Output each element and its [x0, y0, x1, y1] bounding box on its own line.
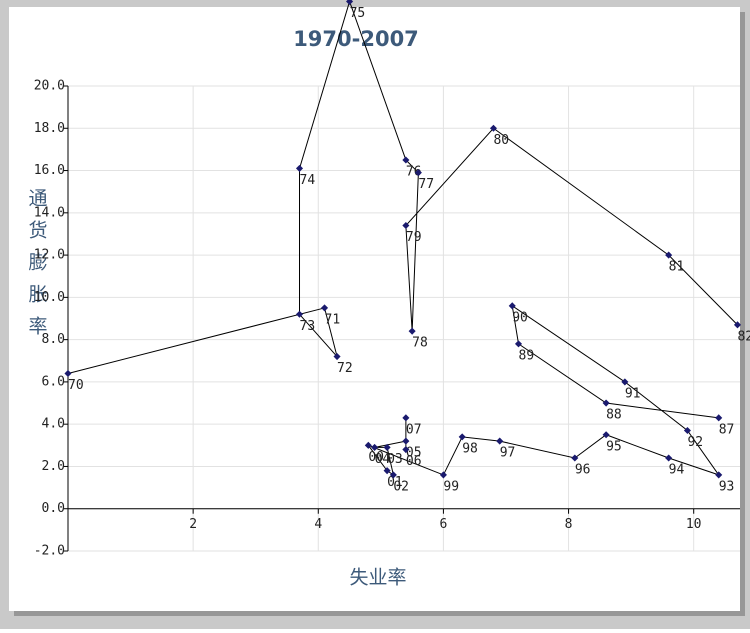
point — [402, 446, 410, 454]
point-label: 74 — [300, 173, 316, 188]
point-label: 73 — [300, 319, 316, 334]
point — [665, 251, 673, 259]
point — [408, 327, 416, 335]
point-label: 91 — [625, 386, 641, 401]
point — [333, 353, 341, 361]
point-label: 82 — [737, 329, 750, 344]
x-tick-label: 6 — [440, 517, 448, 532]
point-label: 80 — [493, 133, 509, 148]
y-axis-label-char: 膨 — [28, 252, 47, 274]
point — [389, 471, 397, 479]
point — [295, 164, 304, 172]
point — [733, 321, 742, 329]
y-axis-label-char: 通 — [28, 188, 47, 210]
point-label: 03 — [387, 452, 403, 467]
y-tick-label: 0.0 — [42, 501, 65, 516]
point — [621, 378, 629, 386]
point — [414, 169, 422, 177]
point-label: 05 — [406, 446, 422, 461]
point-label: 97 — [500, 446, 516, 461]
point — [514, 340, 523, 348]
point-label: 01 — [387, 475, 403, 490]
y-axis-label-char: 率 — [28, 316, 47, 338]
x-tick-label: 4 — [314, 517, 322, 532]
point — [346, 0, 354, 5]
y-tick-label: 8.0 — [42, 332, 65, 347]
point-label: 79 — [406, 230, 422, 245]
point-label: 99 — [443, 479, 459, 494]
x-tick-label: 8 — [565, 517, 573, 532]
point — [496, 437, 504, 445]
point-label: 90 — [512, 310, 528, 325]
point — [402, 156, 410, 164]
point-label: 71 — [325, 312, 341, 327]
y-axis-label-char: 货 — [28, 220, 47, 242]
point-label: 88 — [606, 408, 622, 423]
point — [295, 310, 304, 318]
y-tick-label: 6.0 — [42, 374, 65, 389]
point — [665, 454, 673, 462]
plot-area — [68, 86, 740, 551]
point-label: 78 — [412, 336, 428, 351]
point — [715, 471, 723, 479]
point — [364, 441, 372, 449]
point — [64, 369, 72, 377]
point — [489, 124, 498, 132]
y-tick-label: 18.0 — [34, 121, 65, 136]
point — [439, 471, 447, 479]
y-tick-label: 12.0 — [34, 248, 65, 263]
x-axis-label: 失业率 — [349, 567, 406, 589]
point-label: 04 — [375, 452, 391, 467]
point-label: 06 — [406, 454, 422, 469]
y-axis-label-char: 胀 — [28, 284, 47, 306]
y-tick-label: 2.0 — [42, 459, 65, 474]
y-tick-label: -2.0 — [34, 544, 65, 559]
point-label: 75 — [350, 6, 366, 21]
point-label: 89 — [519, 348, 535, 363]
point — [402, 414, 410, 422]
point — [383, 443, 391, 451]
point — [371, 443, 379, 451]
point-label: 93 — [719, 479, 735, 494]
point-label: 02 — [393, 479, 409, 494]
point — [715, 414, 723, 422]
x-tick-label: 10 — [686, 517, 702, 532]
point-label: 81 — [669, 260, 685, 275]
point-label: 92 — [687, 435, 703, 450]
point-label: 00 — [368, 450, 384, 465]
grid — [68, 85, 740, 552]
point — [683, 426, 691, 435]
point — [402, 437, 410, 445]
point — [383, 467, 391, 475]
point-label: 94 — [669, 463, 685, 478]
y-tick-label: 14.0 — [34, 205, 65, 220]
point — [402, 221, 410, 230]
point-label: 98 — [462, 441, 478, 456]
point — [571, 454, 579, 462]
point-label: 96 — [575, 463, 591, 478]
point-label: 70 — [68, 378, 84, 393]
y-tick-label: 20.0 — [34, 79, 65, 94]
point — [602, 399, 610, 407]
y-tick-label: 16.0 — [34, 163, 65, 178]
point — [321, 304, 329, 312]
point-label: 95 — [606, 439, 622, 454]
y-tick-label: 4.0 — [42, 417, 65, 432]
chart-title: 1970-2007 — [293, 27, 419, 51]
x-tick-label: 2 — [189, 517, 197, 532]
point — [508, 302, 516, 310]
point — [602, 431, 610, 439]
point — [458, 433, 466, 441]
point-label: 76 — [406, 164, 422, 179]
point-label: 87 — [719, 422, 735, 437]
point-label: 77 — [418, 177, 434, 192]
y-tick-label: 10.0 — [34, 290, 65, 305]
point-label: 72 — [337, 361, 353, 376]
point-label: 07 — [406, 422, 422, 437]
